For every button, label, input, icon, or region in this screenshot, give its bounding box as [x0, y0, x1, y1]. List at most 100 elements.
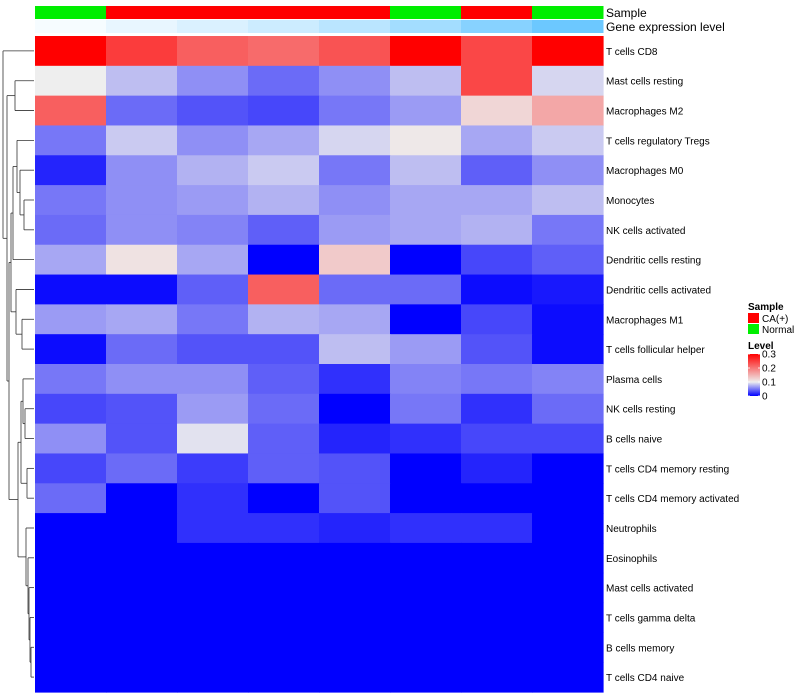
- heatmap-cell: [35, 185, 107, 216]
- heatmap-cell: [532, 423, 604, 455]
- row-label: Neutrophils: [606, 524, 657, 535]
- heatmap-cell: [106, 304, 178, 335]
- heatmap-cell: [532, 513, 604, 544]
- heatmap-cell: [319, 304, 391, 335]
- row-label: T cells gamma delta: [606, 613, 696, 624]
- heatmap-cell: [106, 274, 178, 305]
- legend-swatch: [748, 313, 759, 323]
- heatmap-cell: [106, 36, 178, 67]
- heatmap-cell: [177, 304, 249, 335]
- row-label: T cells CD8: [606, 47, 658, 58]
- row-label: T cells CD4 memory resting: [606, 464, 729, 475]
- heatmap-cell: [106, 602, 178, 633]
- heatmap-cell: [106, 334, 178, 365]
- heatmap-cell: [106, 125, 178, 156]
- row-labels: T cells CD8 Mast cells resting Macrophages…: [606, 47, 739, 684]
- heatmap-cell: [248, 483, 320, 514]
- heatmap-cell: [461, 244, 533, 276]
- heatmap-cell: [177, 364, 249, 395]
- heatmap-cell: [461, 185, 533, 216]
- heatmap-cell: [319, 274, 391, 305]
- heatmap-cell: [532, 274, 604, 305]
- expression-annotation-cell: [461, 20, 533, 33]
- heatmap-cell: [106, 244, 178, 276]
- heatmap-cell: [390, 155, 462, 186]
- expression-annotation-cell: [390, 20, 462, 33]
- heatmap-cell: [248, 542, 320, 574]
- heatmap-cell: [461, 393, 533, 425]
- heatmap-cell: [35, 334, 107, 365]
- heatmap-cell: [106, 572, 178, 604]
- heatmap-cell: [177, 95, 249, 127]
- heatmap-cell: [532, 334, 604, 365]
- heatmap-cell: [35, 364, 107, 395]
- heatmap-cell: [248, 572, 320, 604]
- heatmap-cell: [319, 36, 391, 67]
- heatmap-cell: [35, 393, 107, 425]
- legend-color-bar: [748, 354, 760, 396]
- heatmap-cell: [532, 95, 604, 127]
- heatmap-cell: [248, 95, 320, 127]
- row-label: T cells regulatory Tregs: [606, 136, 710, 147]
- row-label: Macrophages M0: [606, 166, 684, 177]
- heatmap-cell: [532, 632, 604, 663]
- heatmap-cell: [35, 483, 107, 514]
- heatmap-cell: [106, 393, 178, 425]
- heatmap-cell: [35, 36, 107, 67]
- heatmap-cell: [461, 513, 533, 544]
- heatmap-cell: [532, 155, 604, 186]
- heatmap-cell: [35, 274, 107, 305]
- sample-annotation-cell: [248, 6, 320, 19]
- heatmap-cell: [248, 423, 320, 455]
- heatmap-cell: [106, 65, 178, 97]
- legend-title-sample: Sample: [748, 302, 784, 313]
- heatmap-cell: [319, 155, 391, 186]
- heatmap-cell: [532, 185, 604, 216]
- heatmap-cell: [461, 274, 533, 305]
- heatmap-cell: [35, 602, 107, 633]
- heatmap-cell: [390, 304, 462, 335]
- heatmap-cell: [319, 602, 391, 633]
- heatmap-cell: [390, 602, 462, 633]
- heatmap-cell: [248, 36, 320, 67]
- legend-label: CA(+): [762, 314, 788, 325]
- row-label: T cells CD4 memory activated: [606, 494, 739, 505]
- row-label: Mast cells resting: [606, 77, 683, 88]
- heatmap-cell: [532, 364, 604, 395]
- heatmap-cell: [461, 423, 533, 455]
- heatmap-cell: [35, 513, 107, 544]
- legend-sample-entries: CA(+)Normal: [748, 313, 794, 336]
- heatmap-cell: [35, 244, 107, 276]
- sample-annotation-cell: [319, 6, 391, 19]
- expression-annotation-cell: [177, 20, 249, 33]
- row-label: NK cells activated: [606, 226, 685, 237]
- heatmap-cell: [390, 513, 462, 544]
- heatmap-cell: [390, 65, 462, 97]
- heatmap-cell: [319, 453, 391, 484]
- heatmap-cell: [248, 453, 320, 484]
- heatmap-cell: [461, 364, 533, 395]
- heatmap-cell: [177, 662, 249, 693]
- heatmap-cell: [35, 453, 107, 484]
- legend-title-level: Level: [748, 341, 774, 352]
- row-label: Eosinophils: [606, 554, 657, 565]
- heatmap-cell: [390, 393, 462, 425]
- heatmap-cell: [319, 364, 391, 395]
- heatmap-cell: [319, 244, 391, 276]
- sample-annotation-cell: [35, 6, 107, 19]
- heatmap-cell: [177, 65, 249, 97]
- expression-annotation-cell: [532, 20, 604, 33]
- row-label: Macrophages M2: [606, 107, 684, 118]
- heatmap-cell: [532, 542, 604, 574]
- heatmap-cell: [461, 542, 533, 574]
- heatmap-cells: [35, 36, 604, 693]
- heatmap-cell: [177, 155, 249, 186]
- heatmap-cell: [390, 36, 462, 67]
- heatmap-cell: [177, 393, 249, 425]
- heatmap-cell: [177, 185, 249, 216]
- heatmap-cell: [319, 393, 391, 425]
- heatmap-cell: [177, 453, 249, 484]
- heatmap-cell: [319, 214, 391, 246]
- legend-level-ticks: 0.3 0.2 0.1 0: [748, 350, 776, 403]
